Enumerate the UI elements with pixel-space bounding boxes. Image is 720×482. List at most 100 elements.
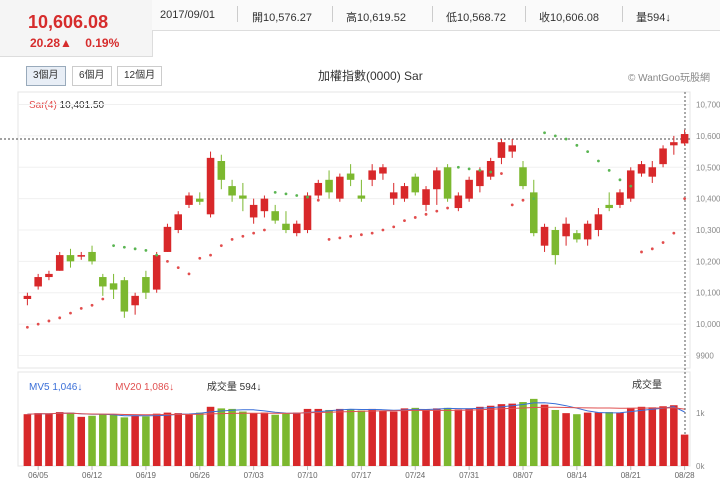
candle-body — [163, 226, 172, 252]
range-3-months-button[interactable]: 3個月 — [26, 66, 66, 86]
volume-bar — [249, 413, 258, 466]
candle-body — [573, 233, 581, 240]
price-tick-label: 10,000 — [696, 320, 720, 329]
candle-body — [562, 223, 570, 237]
candle-body — [594, 214, 603, 230]
sar-dot — [79, 307, 83, 310]
sar-dot — [607, 169, 611, 172]
volume-bar — [271, 414, 279, 466]
candle-body — [540, 226, 549, 246]
sar-dot — [661, 241, 665, 244]
volume-bar — [152, 413, 161, 466]
candle-body — [206, 157, 215, 215]
candle-body — [530, 192, 538, 234]
volume-bar — [551, 409, 560, 466]
price-axis: 10,700 10,600 10,500 10,400 10,300 10,200 10,1… — [696, 101, 720, 361]
candle-body — [443, 167, 452, 199]
volume-bar — [206, 406, 215, 466]
candle-body — [346, 173, 355, 180]
volume-panel-title: 成交量 — [632, 380, 662, 391]
volume-bar — [594, 412, 603, 466]
price-change-row: 20.28▲ 0.19% — [30, 36, 129, 50]
candle-body — [249, 204, 258, 218]
sar-dot — [478, 169, 482, 172]
sar-dot — [25, 325, 29, 329]
volume-bar — [433, 408, 441, 466]
candle-body — [142, 277, 150, 293]
sar-dot — [521, 198, 525, 202]
volume-bar — [443, 407, 452, 466]
sar-dot — [403, 219, 406, 222]
candle-body — [34, 277, 42, 287]
volume-bar — [626, 407, 635, 466]
sar-series — [25, 131, 687, 329]
sar-dot — [112, 244, 115, 248]
candle-body — [637, 164, 646, 174]
volume-bar — [303, 408, 312, 466]
candle-body — [605, 204, 613, 209]
sar-dot — [672, 231, 676, 235]
close-label: 收 — [539, 12, 550, 24]
sar-dot — [629, 184, 633, 188]
volume-bar — [540, 404, 549, 466]
sar-dot — [392, 225, 396, 229]
volume-legend: MV5 1,046↓ MV20 1,086↓ 成交量 594↓ — [29, 378, 261, 393]
candle-body — [228, 186, 236, 196]
sar-dot — [47, 319, 51, 323]
volume-bar — [476, 406, 484, 466]
candle-body — [465, 179, 473, 199]
volume-bar — [23, 414, 32, 466]
high-field: 高10,619.52 — [346, 9, 406, 25]
mv5-legend: MV5 1,046↓ — [29, 382, 83, 393]
close-value: 10,606.08 — [550, 12, 599, 24]
price-tick-label: 10,500 — [696, 163, 720, 172]
high-label: 高 — [346, 12, 357, 24]
volume-bar — [163, 412, 172, 466]
volume-bar — [616, 412, 624, 466]
volume-bar — [282, 413, 290, 466]
chart-grid — [17, 91, 691, 467]
range-6-months-button[interactable]: 6個月 — [72, 66, 112, 86]
sar-dot — [650, 247, 654, 251]
ohlc-info-bar: 2017/09/01 開10,576.27 高10,619.52 低10,568… — [152, 0, 720, 31]
volume-bar — [562, 413, 570, 466]
volume-bar — [389, 411, 398, 466]
candle-body — [77, 255, 86, 257]
volume-bar — [573, 414, 581, 466]
sar-dot — [36, 322, 40, 326]
date-tick-label: 06/12 — [82, 471, 103, 480]
date-tick-label: 08/14 — [567, 471, 588, 480]
price-tick-label: 10,100 — [696, 289, 720, 298]
quote-summary-panel — [0, 0, 153, 57]
volume-bar — [131, 415, 139, 466]
candle-body — [670, 142, 678, 146]
candle-body — [368, 170, 376, 180]
volume-bar — [486, 405, 495, 466]
sar-dot — [489, 170, 493, 174]
volume-bar — [400, 408, 409, 466]
candle-body — [66, 255, 75, 262]
volume-axis: 1k 0k — [696, 409, 705, 471]
volume-bar — [99, 414, 107, 466]
candle-body — [292, 223, 301, 234]
volume-bar — [379, 410, 387, 466]
volume-bar — [637, 406, 646, 466]
range-12-months-button[interactable]: 12個月 — [117, 66, 163, 86]
sar-dot — [230, 238, 234, 241]
candle-body — [422, 189, 430, 205]
volume-bar — [292, 412, 301, 466]
sar-dot — [543, 131, 546, 135]
sar-dot — [640, 250, 643, 254]
sar-dot — [252, 231, 256, 235]
candle-body — [659, 148, 667, 165]
sar-dot — [306, 195, 309, 199]
price-tick-label: 10,600 — [696, 132, 720, 141]
candle-body — [519, 167, 527, 187]
candle-body — [680, 134, 689, 144]
volume-bar — [77, 416, 86, 466]
open-label: 開 — [252, 12, 263, 24]
date-tick-label: 07/31 — [459, 471, 480, 480]
sar-dot — [58, 316, 62, 320]
volume-bar — [465, 408, 473, 466]
